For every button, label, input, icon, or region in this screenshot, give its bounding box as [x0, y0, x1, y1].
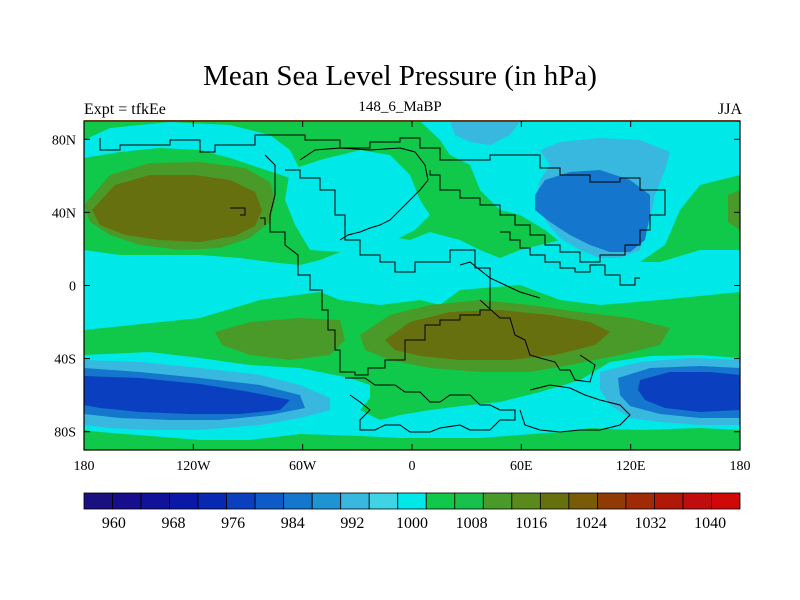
colorbar-swatch — [368, 492, 399, 510]
south-pacific-high — [215, 318, 345, 360]
colorbar-swatch — [112, 492, 142, 510]
coastlines — [99, 134, 666, 433]
colorbar-label: 968 — [161, 515, 185, 532]
colorbar-swatch — [169, 492, 199, 510]
y-tick-label: 0 — [69, 280, 76, 295]
arctic-low-light-blue — [450, 121, 520, 145]
colorbar-label: 960 — [102, 515, 126, 532]
colorbar-label: 1016 — [515, 515, 547, 532]
east-edge-high — [728, 190, 740, 230]
coastline-americas-east — [285, 169, 491, 376]
coastline-americas-west — [264, 154, 348, 373]
colorbar-swatch — [226, 492, 256, 510]
north-atlantic-cyan — [285, 150, 430, 252]
colorbar: 960 968 976 984 992 1000 1008 1016 1024 1032 1040 — [83, 492, 741, 532]
north-pacific-cyan — [84, 122, 300, 178]
southern-low-east-core — [638, 372, 740, 412]
x-tick-label: 60E — [510, 459, 533, 474]
colorbar-swatch — [568, 492, 598, 510]
coastline-north-america-inner — [299, 147, 429, 241]
colorbar-label: 984 — [281, 515, 305, 532]
x-axis: 180 120W 60W 0 60E 120E 180 — [74, 121, 751, 474]
coastline-north-polar — [99, 134, 666, 263]
coastline-south-polar-2 — [519, 384, 631, 433]
colorbar-swatch — [140, 492, 170, 510]
colorbar-label: 1008 — [456, 515, 488, 532]
coastline-eurasia-south — [459, 261, 541, 299]
colorbar-swatch — [311, 492, 342, 510]
asian-low-inner — [535, 170, 650, 252]
x-tick-label: 120W — [176, 459, 211, 474]
colorbar-label: 1024 — [575, 515, 607, 532]
colorbar-label: 1032 — [635, 515, 667, 532]
colorbar-swatch — [625, 492, 655, 510]
season-label: JJA — [717, 101, 742, 118]
colorbar-swatch — [682, 492, 712, 510]
colorbar-swatch — [596, 492, 627, 510]
colorbar-swatch — [197, 492, 228, 510]
colorbar-label: 1000 — [396, 515, 428, 532]
colorbar-swatch — [654, 492, 684, 510]
coastline-east-islands — [500, 231, 640, 286]
colorbar-swatch — [83, 492, 113, 510]
y-axis: 80N 40N 0 40S 80S — [52, 133, 740, 441]
colorbar-label: 992 — [340, 515, 364, 532]
colorbar-swatch — [397, 492, 427, 510]
colorbar-swatch — [425, 492, 456, 510]
y-tick-label: 40S — [54, 353, 76, 368]
x-tick-label: 0 — [409, 459, 416, 474]
experiment-label: Expt = tfkEe — [84, 101, 166, 118]
x-tick-label: 120E — [616, 459, 646, 474]
colorbar-swatch — [711, 492, 741, 510]
colorbar-label: 1040 — [694, 515, 726, 532]
colorbar-label: 976 — [221, 515, 245, 532]
y-tick-label: 40N — [52, 206, 76, 221]
coastline-africa — [479, 299, 596, 383]
colorbar-swatch — [539, 492, 570, 510]
colorbar-swatch — [254, 492, 285, 510]
north-pacific-high-core — [92, 175, 262, 242]
colorbar-swatch — [511, 492, 541, 510]
x-tick-label: 180 — [730, 459, 751, 474]
colorbar-swatch — [283, 492, 313, 510]
colorbar-swatch — [482, 492, 513, 510]
southern-low-west-core — [84, 376, 290, 414]
colorbar-swatch — [340, 492, 370, 510]
tropical-trough-region — [84, 232, 740, 330]
x-tick-label: 180 — [74, 459, 95, 474]
map-title: Mean Sea Level Pressure (in hPa) — [203, 60, 597, 92]
run-label: 148_6_MaBP — [358, 99, 442, 115]
south-atlantic-indian-high-core — [385, 310, 610, 360]
colorbar-swatch — [454, 492, 484, 510]
coastline-south-polar-1 — [345, 377, 516, 433]
y-tick-label: 80N — [52, 133, 76, 148]
y-tick-label: 80S — [54, 426, 76, 441]
coastline-pacific-islands — [230, 207, 266, 225]
pressure-field — [84, 121, 740, 450]
x-tick-label: 60W — [289, 459, 317, 474]
